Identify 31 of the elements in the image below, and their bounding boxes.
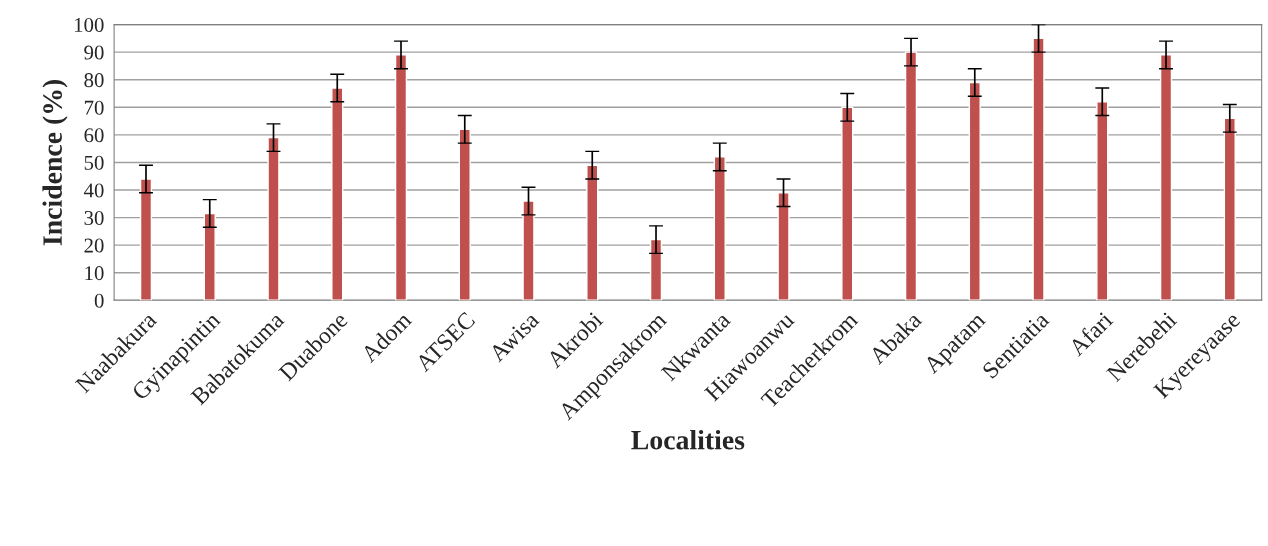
- bar: [1096, 101, 1109, 301]
- y-tick-label: 90: [84, 45, 104, 60]
- bar: [777, 192, 790, 301]
- bar: [1159, 54, 1173, 301]
- bar: [203, 212, 216, 301]
- bar: [649, 238, 663, 301]
- bar: [139, 178, 153, 301]
- bar: [968, 81, 981, 301]
- y-axis-title: Incidence (%): [42, 79, 68, 246]
- bar: [586, 164, 599, 301]
- bar: [713, 156, 726, 301]
- y-tick-label: 70: [84, 100, 104, 115]
- y-tick-label: 30: [84, 210, 104, 226]
- bar: [331, 87, 344, 301]
- bar: [1032, 37, 1045, 301]
- y-tick-label: 80: [84, 73, 104, 88]
- bar: [904, 51, 918, 301]
- y-tick-label: 100: [74, 17, 104, 32]
- y-tick-label: 50: [84, 155, 104, 170]
- y-tick-label: 60: [84, 128, 104, 143]
- bar: [267, 136, 280, 301]
- x-axis-title: Localities: [631, 429, 745, 450]
- bar: [394, 54, 408, 301]
- y-tick-label: 10: [85, 266, 104, 281]
- bar: [458, 128, 471, 301]
- bar: [841, 106, 854, 301]
- y-tick-label: 40: [83, 183, 104, 198]
- bar: [1223, 117, 1236, 301]
- y-tick-label: 20: [84, 238, 104, 253]
- y-tick-label: 0: [94, 293, 104, 308]
- bar: [522, 200, 535, 301]
